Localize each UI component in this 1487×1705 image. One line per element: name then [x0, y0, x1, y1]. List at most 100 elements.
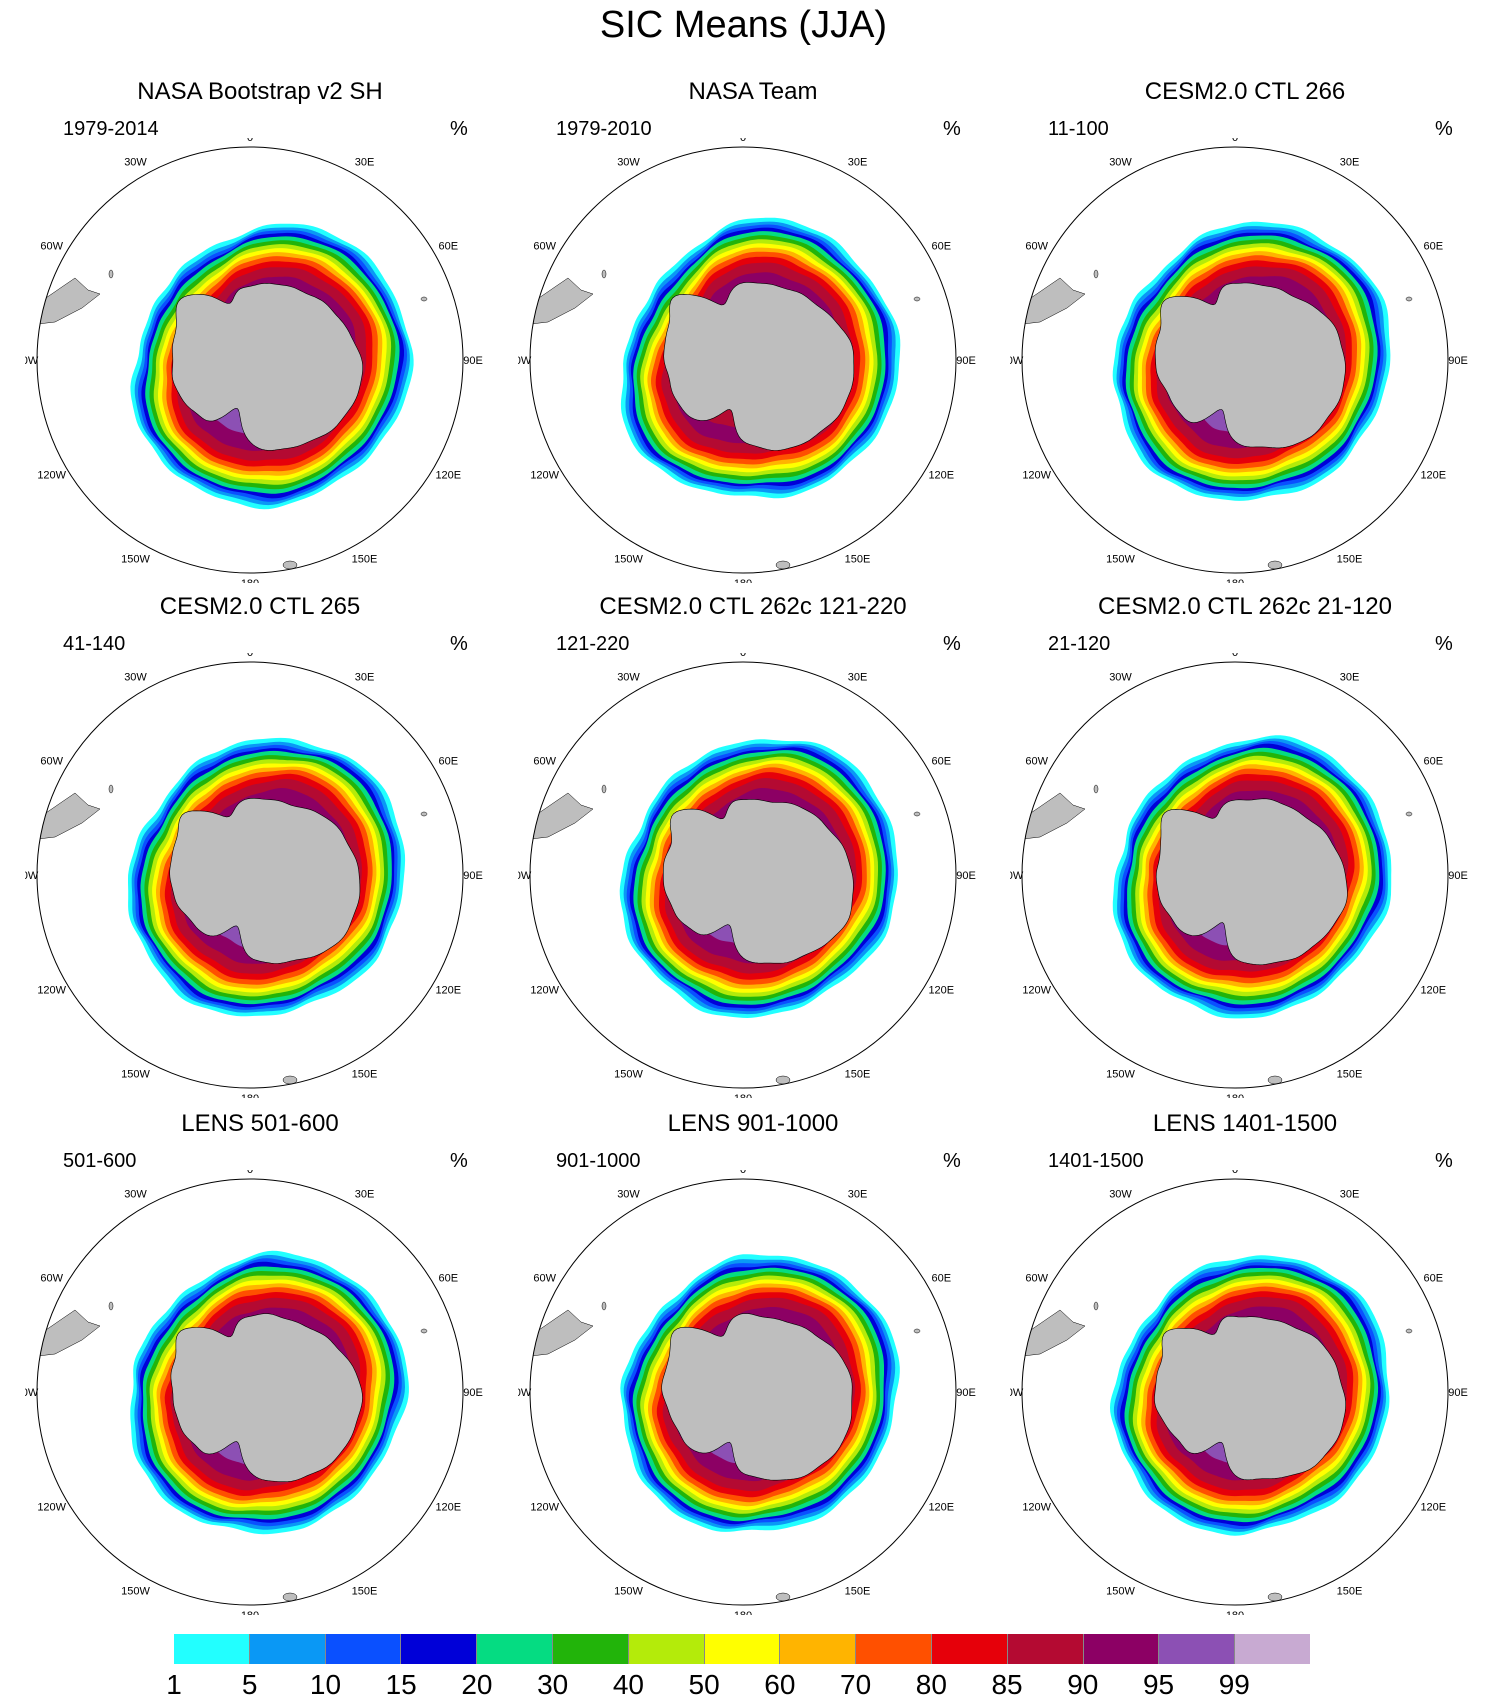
map-boundary-circle — [36, 661, 464, 1089]
antarctica-landmass — [663, 799, 854, 964]
longitude-label: 90E — [1448, 355, 1468, 367]
panel-unit: % — [1435, 1150, 1453, 1172]
longitude-label: 150E — [845, 1585, 871, 1597]
longitude-label: 30W — [124, 1189, 147, 1201]
island — [1093, 784, 1099, 794]
longitude-label: 90W — [25, 1387, 39, 1399]
longitude-label: 150W — [121, 553, 150, 565]
map-boundary-circle — [36, 146, 464, 574]
longitude-label: 90W — [1010, 355, 1024, 367]
longitude-label: 90E — [956, 870, 976, 882]
longitude-label: 90W — [1010, 1387, 1024, 1399]
island — [1405, 1328, 1413, 1334]
longitude-label: 30E — [1340, 157, 1360, 169]
longitude-label: 120E — [1420, 985, 1446, 997]
map-boundary-circle — [1021, 661, 1449, 1089]
island — [1405, 296, 1413, 302]
antarctica-landmass — [169, 797, 361, 964]
polar-map: 0 30E 60E 90E 120E 150E 180 150W 120W 90W 60W 30W — [1010, 653, 1468, 1098]
south-america-landmass — [530, 1309, 594, 1357]
island — [913, 1328, 921, 1334]
map-boundary-circle — [1021, 146, 1449, 574]
colorbar-swatch — [249, 1634, 326, 1664]
longitude-label: 30E — [848, 1189, 868, 1201]
longitude-label: 180 — [241, 1093, 259, 1098]
longitude-label: 150E — [352, 1585, 378, 1597]
polar-map: 0 30E 60E 90E 120E 150E 180 150W 120W 90W 60W 30W — [518, 138, 976, 583]
panel-title: LENS 1401-1500 — [1152, 1110, 1338, 1137]
colorbar-swatch — [931, 1634, 1008, 1664]
longitude-label: 90E — [1448, 870, 1468, 882]
map-panel: CESM2.0 CTL 262c 121-220 121-220% 0 30E 60E 9… — [518, 593, 988, 1098]
longitude-label: 90W — [25, 870, 39, 882]
island — [1405, 811, 1413, 817]
longitude-label: 180 — [734, 1093, 752, 1098]
south-america-landmass — [530, 792, 594, 840]
panel-title: CESM2.0 CTL 265 — [159, 593, 361, 620]
longitude-label: 90E — [956, 355, 976, 367]
panel-title: NASA Team — [688, 78, 818, 105]
longitude-label: 60W — [1025, 241, 1048, 253]
longitude-label: 120W — [37, 470, 66, 482]
map-panel: LENS 1401-1500 1401-1500% 0 30E 60E 90E 120E 15… — [1010, 1110, 1480, 1615]
colorbar-label: 10 — [309, 1669, 342, 1700]
longitude-label: 60E — [932, 1273, 952, 1285]
longitude-label: 180 — [734, 1610, 752, 1615]
polar-map: 0 30E 60E 90E 120E 150E 180 150W 120W 90W 60W 30W — [25, 138, 483, 583]
colorbar-label: 70 — [840, 1669, 872, 1700]
longitude-label: 60E — [1424, 241, 1444, 253]
antarctica-landmass — [1155, 798, 1348, 966]
longitude-label: 150E — [845, 1068, 871, 1080]
map-panel: LENS 501-600 501-600% 0 30E 60E 90E 120E 150E 18… — [25, 1110, 495, 1615]
panel-unit: % — [450, 118, 468, 140]
longitude-label: 90W — [25, 355, 39, 367]
longitude-label: 60W — [40, 1273, 63, 1285]
colorbar-swatch — [704, 1634, 781, 1664]
panel-unit: % — [1435, 633, 1453, 655]
longitude-label: 150W — [121, 1068, 150, 1080]
colorbar-label: 5 — [241, 1669, 258, 1700]
south-america-landmass — [37, 792, 101, 840]
longitude-label: 30W — [1109, 672, 1132, 684]
panel-period: 1979-2010 — [556, 118, 652, 140]
longitude-label: 90E — [463, 870, 483, 882]
longitude-label: 60E — [1424, 756, 1444, 768]
longitude-label: 90W — [518, 870, 532, 882]
longitude-label: 120W — [530, 1502, 559, 1514]
longitude-label: 0 — [1232, 1170, 1238, 1176]
island — [420, 1328, 428, 1334]
longitude-label: 60E — [439, 756, 459, 768]
island — [913, 296, 921, 302]
island — [1093, 269, 1099, 279]
colorbar-swatch — [1083, 1634, 1160, 1664]
south-america-landmass — [1022, 1309, 1086, 1357]
longitude-label: 150E — [1337, 553, 1363, 565]
longitude-label: 30E — [1340, 672, 1360, 684]
panel-title: LENS 501-600 — [181, 1110, 339, 1137]
colorbar-labels: 1 5 10 15 20 30 40 50 60 70 80 85 90 95 99 — [0, 1669, 1487, 1705]
longitude-label: 30E — [1340, 1189, 1360, 1201]
longitude-label: 30E — [355, 1189, 375, 1201]
longitude-label: 90E — [463, 355, 483, 367]
longitude-label: 0 — [1232, 653, 1238, 659]
panel-title: CESM2.0 CTL 266 — [1144, 78, 1346, 105]
colorbar-label: 90 — [1067, 1669, 1099, 1700]
longitude-label: 180 — [1226, 578, 1244, 583]
longitude-label: 0 — [247, 653, 253, 659]
longitude-label: 90E — [463, 1387, 483, 1399]
map-panel: LENS 901-1000 901-1000% 0 30E 60E 90E 120E 150E… — [518, 1110, 988, 1615]
antarctica-landmass — [1154, 1315, 1347, 1481]
colorbar-label: 15 — [385, 1669, 417, 1700]
polar-map: 0 30E 60E 90E 120E 150E 180 150W 120W 90W 60W 30W — [25, 653, 483, 1098]
map-boundary-circle — [36, 1178, 464, 1606]
colorbar — [174, 1634, 1310, 1664]
map-panel: CESM2.0 CTL 266 11-100% 0 30E 60E 90E 120E 150E… — [1010, 78, 1480, 583]
colorbar-swatch — [856, 1634, 932, 1664]
south-america-landmass — [1022, 277, 1086, 325]
colorbar-label: 30 — [537, 1669, 569, 1700]
island — [108, 269, 114, 279]
longitude-label: 30W — [124, 157, 147, 169]
map-boundary-circle — [1021, 1178, 1449, 1606]
longitude-label: 150W — [614, 1068, 643, 1080]
antarctica-landmass — [663, 282, 855, 451]
